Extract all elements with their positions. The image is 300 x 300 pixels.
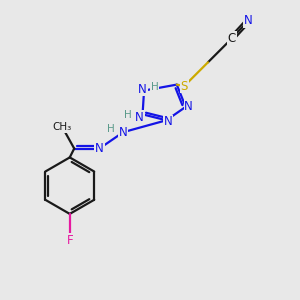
Text: N: N bbox=[138, 82, 147, 96]
Text: H: H bbox=[107, 124, 115, 134]
Text: H: H bbox=[124, 110, 132, 120]
Text: C: C bbox=[228, 32, 236, 45]
Text: CH₃: CH₃ bbox=[53, 122, 72, 132]
Text: F: F bbox=[66, 234, 73, 247]
Text: S: S bbox=[181, 80, 188, 93]
Text: N: N bbox=[244, 14, 253, 27]
Text: N: N bbox=[184, 100, 193, 113]
Text: N: N bbox=[119, 126, 128, 139]
Text: H: H bbox=[151, 82, 158, 92]
Text: N: N bbox=[164, 115, 172, 128]
Text: N: N bbox=[135, 111, 144, 124]
Text: N: N bbox=[95, 142, 104, 155]
Text: S: S bbox=[181, 80, 188, 93]
